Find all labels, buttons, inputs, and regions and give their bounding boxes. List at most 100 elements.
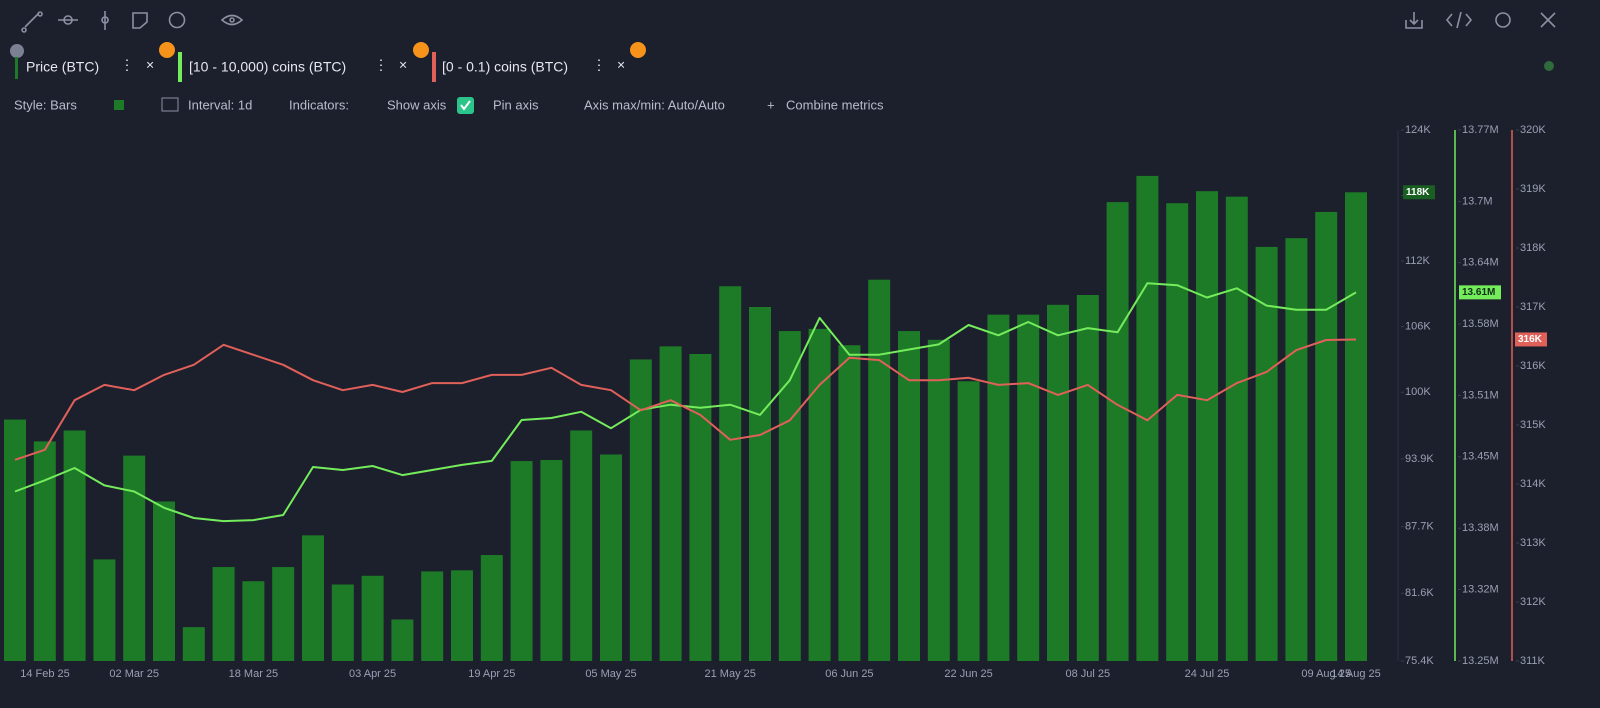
bar (1017, 314, 1040, 661)
trend-tool[interactable] (21, 11, 43, 33)
bar (1106, 202, 1129, 661)
y-tick-label: 87.7K (1405, 521, 1434, 533)
x-tick-label: 18 Mar 25 (229, 668, 279, 680)
bar (212, 567, 235, 661)
bar (451, 570, 473, 661)
bar (808, 328, 831, 661)
last-value-label: 13.61M (1462, 287, 1495, 298)
y-tick-label: 13.25M (1462, 655, 1499, 667)
last-value-label: 118K (1406, 187, 1430, 198)
settings-row: Style: Bars Interval: 1d Indicators: Sho… (14, 97, 884, 114)
chip-close[interactable]: × (399, 57, 407, 73)
bar (1076, 294, 1099, 661)
bar (1315, 211, 1338, 661)
y-tick-label: 315K (1520, 419, 1546, 431)
axis-minmax[interactable]: Axis max/min: Auto/Auto (584, 97, 725, 112)
chip-menu[interactable]: ⋮ (120, 57, 134, 73)
bar (868, 279, 891, 661)
bar (421, 571, 444, 661)
y-tick-label: 313K (1520, 537, 1546, 549)
bar (629, 359, 652, 661)
btc-icon (159, 42, 175, 58)
indicators-setting[interactable]: Indicators: (289, 97, 349, 112)
chip-label[interactable]: [10 - 10,000) coins (BTC) (189, 59, 346, 75)
plus-icon: + (767, 97, 775, 112)
toolbar (21, 11, 1556, 71)
y-tick-label: 13.51M (1462, 389, 1499, 401)
close[interactable] (1540, 12, 1556, 28)
y-tick-label: 93.9K (1405, 453, 1434, 465)
x-tick-label: 02 Mar 25 (109, 668, 159, 680)
emoji-tool[interactable] (168, 11, 186, 29)
bar (480, 555, 503, 661)
bar (1225, 196, 1248, 662)
last-value-box (1403, 185, 1435, 200)
bar (838, 345, 861, 661)
y-tick-label: 13.38M (1462, 522, 1499, 534)
combine-metrics[interactable]: Combine metrics (786, 97, 884, 112)
bar (4, 419, 26, 661)
chip-color (15, 57, 18, 79)
chip-label[interactable]: [0 - 0.1) coins (BTC) (442, 59, 568, 75)
style-setting[interactable]: Style: Bars (14, 97, 77, 112)
show-axis[interactable]: Show axis (387, 97, 447, 112)
x-tick-label: 06 Jun 25 (825, 668, 873, 680)
vline-tool[interactable] (101, 11, 109, 30)
bar (927, 339, 950, 661)
visibility[interactable] (220, 14, 244, 26)
y-tick-label: 317K (1520, 301, 1546, 313)
y-tick-label: 112K (1405, 255, 1431, 267)
y-tick-label: 319K (1520, 183, 1546, 195)
lock-icon (10, 44, 24, 58)
chip-menu[interactable]: ⋮ (592, 57, 606, 73)
bar (331, 584, 354, 661)
y-tick-label: 312K (1520, 596, 1546, 608)
embed[interactable] (1445, 11, 1473, 29)
checkmark (460, 100, 471, 111)
y-tick-label: 75.4K (1405, 655, 1434, 667)
bar (1285, 238, 1308, 661)
y-tick-label: 13.77M (1462, 124, 1499, 136)
bar (570, 430, 593, 661)
bar (123, 455, 146, 661)
bar (987, 314, 1010, 661)
y-tick-label: 13.7M (1462, 195, 1493, 207)
y-tick-label: 100K (1405, 386, 1431, 398)
bar (1345, 192, 1367, 661)
x-tick-label: 08 Jul 25 (1065, 668, 1110, 680)
y-tick-label: 81.6K (1405, 587, 1434, 599)
interval-setting[interactable]: Interval: 1d (188, 97, 252, 112)
download[interactable] (1405, 12, 1423, 29)
x-tick-label: 19 Apr 25 (468, 668, 515, 680)
chip-label[interactable]: Price (BTC) (26, 59, 99, 75)
chip-menu[interactable]: ⋮ (374, 57, 388, 73)
note-tool[interactable] (132, 12, 148, 29)
bar (749, 307, 771, 661)
bar (361, 575, 384, 661)
bar (33, 441, 56, 661)
bar (302, 535, 324, 661)
bar (540, 459, 563, 661)
y-tick-label: 13.45M (1462, 451, 1499, 463)
y-tick-label: 320K (1520, 124, 1546, 136)
bar (898, 331, 920, 661)
line (14, 338, 1357, 461)
settings[interactable] (1495, 12, 1511, 28)
bar (659, 346, 682, 661)
bar (510, 461, 533, 661)
x-tick-label: 14 Feb 25 (20, 668, 70, 680)
y-tick-label: 316K (1520, 360, 1546, 372)
x-tick-label: 09 Aug 25 (1301, 668, 1351, 680)
x-tick-label: 22 Jun 25 (944, 668, 992, 680)
bar (1196, 191, 1218, 661)
x-tick-label: 21 May 25 (705, 668, 756, 680)
chip-color (432, 52, 436, 82)
bar (242, 581, 265, 661)
pin-axis[interactable]: Pin axis (493, 97, 539, 112)
hline-tool[interactable] (58, 15, 78, 25)
chip-close[interactable]: × (146, 57, 154, 73)
color-swatch[interactable] (114, 100, 124, 110)
y-tick-label: 106K (1405, 321, 1431, 333)
chip-close[interactable]: × (617, 57, 625, 73)
